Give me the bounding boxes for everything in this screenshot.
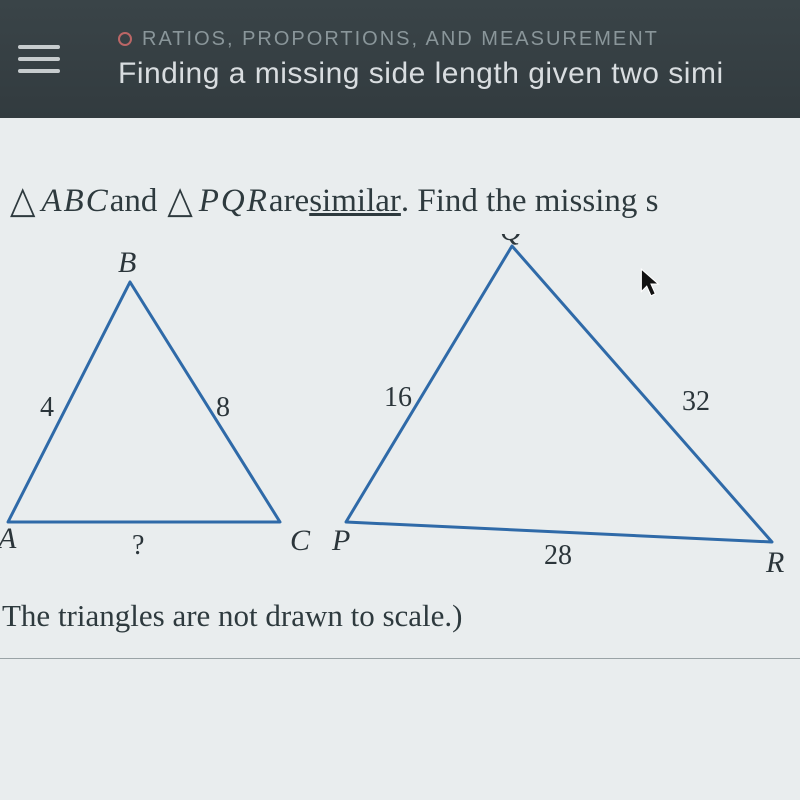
svg-text:B: B <box>118 246 136 279</box>
header-text: RATIOS, PROPORTIONS, AND MEASUREMENT Fin… <box>118 28 724 91</box>
divider <box>0 658 800 659</box>
svg-text:28: 28 <box>544 540 572 571</box>
note-not-to-scale: The triangles are not drawn to scale.) <box>0 598 800 634</box>
text-rest: . Find the missing s <box>401 183 659 220</box>
app-header: RATIOS, PROPORTIONS, AND MEASUREMENT Fin… <box>0 0 800 118</box>
breadcrumb-label: RATIOS, PROPORTIONS, AND MEASUREMENT <box>142 28 659 51</box>
svg-text:C: C <box>290 524 311 557</box>
svg-text:32: 32 <box>682 386 710 417</box>
svg-text:?: ? <box>132 530 144 561</box>
breadcrumb: RATIOS, PROPORTIONS, AND MEASUREMENT <box>118 28 724 51</box>
svg-text:A: A <box>0 522 17 555</box>
triangle-symbol-icon: △ <box>10 177 41 222</box>
link-similar[interactable]: similar <box>309 183 401 220</box>
svg-text:4: 4 <box>40 392 54 423</box>
svg-text:P: P <box>331 524 350 557</box>
svg-text:16: 16 <box>384 382 412 413</box>
text-are: are <box>269 183 309 220</box>
content-area: △ABC and △PQR are similar. Find the miss… <box>0 118 800 800</box>
text-and: and <box>110 183 158 220</box>
triangle-symbol-icon: △ <box>167 177 198 222</box>
hamburger-menu-icon[interactable] <box>18 45 60 73</box>
page-title: Finding a missing side length given two … <box>118 57 724 91</box>
svg-text:R: R <box>765 546 784 579</box>
svg-text:Q: Q <box>500 234 522 247</box>
problem-statement: △ABC and △PQR are similar. Find the miss… <box>0 180 800 220</box>
status-dot-icon <box>118 32 132 46</box>
figure-area: A B C 4 8? P Q R 16 32 28 <box>0 234 800 594</box>
mouse-cursor-icon <box>640 268 662 298</box>
triangles-diagram: A B C 4 8? P Q R 16 32 28 <box>0 234 800 594</box>
triangle-1-name: ABC <box>41 183 109 220</box>
triangle-2-name: PQR <box>199 183 269 220</box>
svg-text:8: 8 <box>216 392 230 423</box>
